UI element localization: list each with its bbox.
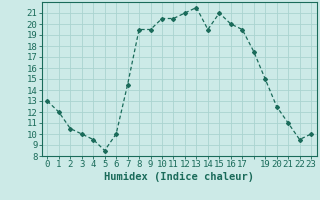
X-axis label: Humidex (Indice chaleur): Humidex (Indice chaleur) — [104, 172, 254, 182]
